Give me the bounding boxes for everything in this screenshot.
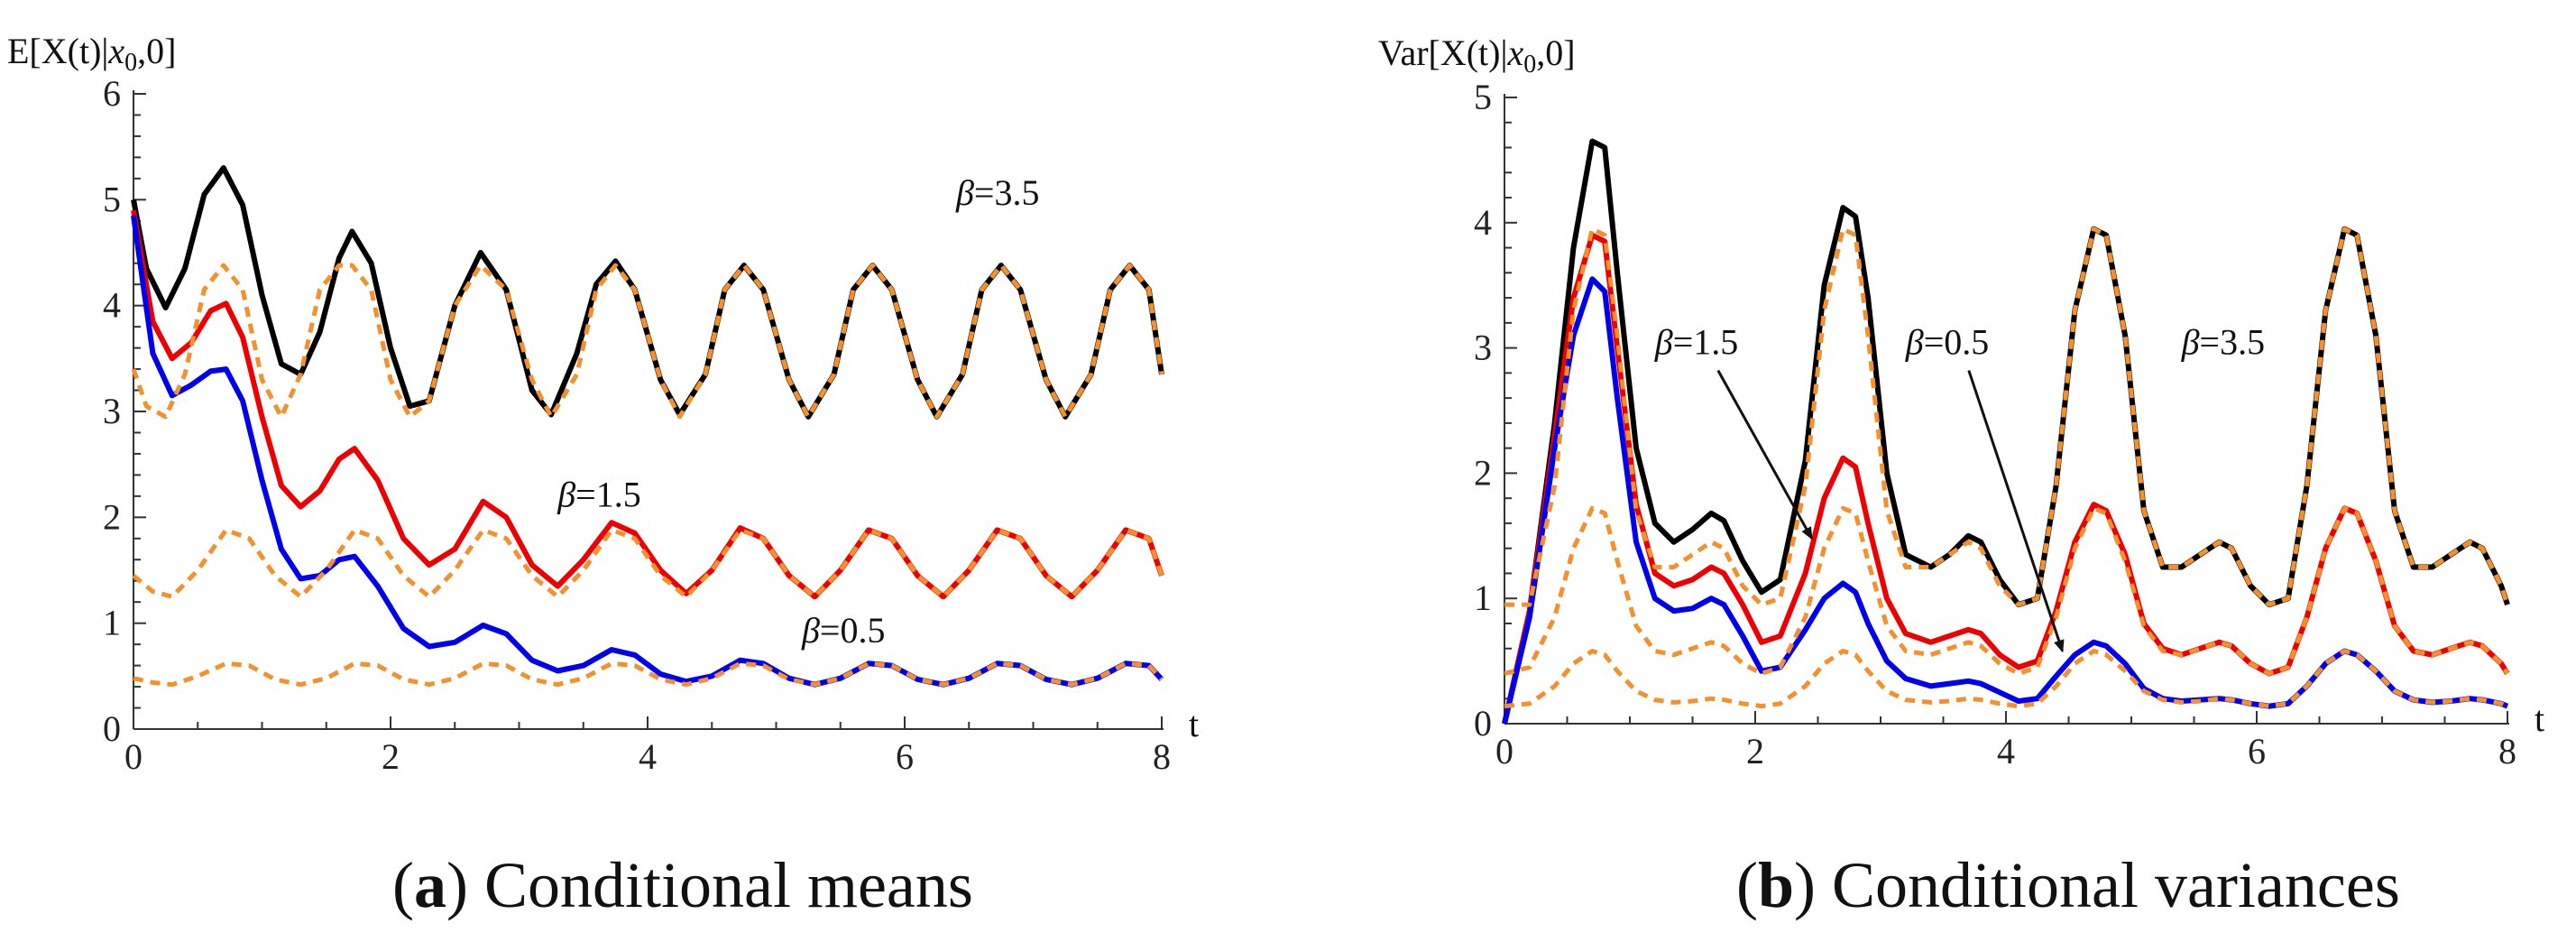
- series-line-6: [133, 660, 1164, 688]
- caption-text: Conditional variances: [1832, 849, 2400, 921]
- x-axis-label: t: [2535, 698, 2544, 739]
- y-axis-label: E[X(t)|x0,0]: [7, 31, 177, 77]
- annotation-arrow: [1716, 369, 1813, 540]
- x-tick-label: 2: [382, 736, 400, 777]
- y-tick-label: 5: [103, 179, 121, 219]
- series-line-3: [1502, 276, 2509, 725]
- series-line-4: [131, 263, 1164, 420]
- annotation-arrow: [1967, 370, 2065, 653]
- caption-letter: b: [1757, 849, 1795, 921]
- caption-conditional-variances: (b) Conditional variances: [1736, 849, 2400, 921]
- series-line-1: [1502, 138, 2510, 725]
- y-tick-label: 3: [1474, 328, 1492, 368]
- x-tick-label: 4: [1997, 731, 2015, 771]
- beta-annotation: β=0.5: [1905, 322, 1989, 363]
- beta-annotation: β=3.5: [2181, 322, 2265, 363]
- x-tick-label: 0: [1495, 731, 1513, 771]
- caption-conditional-means: (a) Conditional means: [392, 849, 973, 921]
- beta-annotation: β=1.5: [1654, 322, 1738, 363]
- y-axis-label: Var[X(t)|x0,0]: [1378, 32, 1576, 79]
- caption-text: Conditional means: [483, 849, 973, 921]
- beta-annotation: β=0.5: [801, 610, 885, 651]
- y-tick-label: 2: [1474, 452, 1492, 493]
- x-tick-label: 2: [1746, 731, 1764, 771]
- caption-letter: a: [413, 849, 446, 921]
- series-line-5: [1504, 505, 2510, 676]
- x-tick-label: 0: [124, 736, 143, 777]
- y-tick-label: 1: [103, 603, 121, 643]
- x-axis-label: t: [1189, 704, 1199, 744]
- y-tick-label: 4: [1474, 202, 1492, 243]
- series-line-2: [1502, 232, 2510, 725]
- x-tick-label: 6: [896, 736, 914, 777]
- series-line-6: [1504, 649, 2508, 709]
- y-tick-label: 0: [103, 708, 121, 749]
- y-tick-label: 1: [1474, 577, 1492, 618]
- series-line-5: [132, 527, 1164, 599]
- y-tick-label: 2: [103, 496, 121, 537]
- y-tick-label: 3: [103, 391, 121, 431]
- series-line-2: [131, 209, 1164, 600]
- series-line-3: [131, 215, 1164, 688]
- x-tick-label: 8: [2498, 731, 2516, 771]
- series-line-4: [1504, 226, 2510, 607]
- x-tick-label: 4: [639, 736, 657, 777]
- x-tick-label: 8: [1153, 736, 1171, 777]
- beta-annotation: β=3.5: [955, 172, 1039, 213]
- y-tick-label: 6: [103, 73, 121, 114]
- beta-annotation: β=1.5: [557, 475, 640, 515]
- x-tick-label: 6: [2248, 731, 2266, 771]
- y-tick-label: 0: [1474, 703, 1492, 744]
- y-tick-label: 5: [1474, 77, 1492, 117]
- y-tick-label: 4: [103, 285, 121, 326]
